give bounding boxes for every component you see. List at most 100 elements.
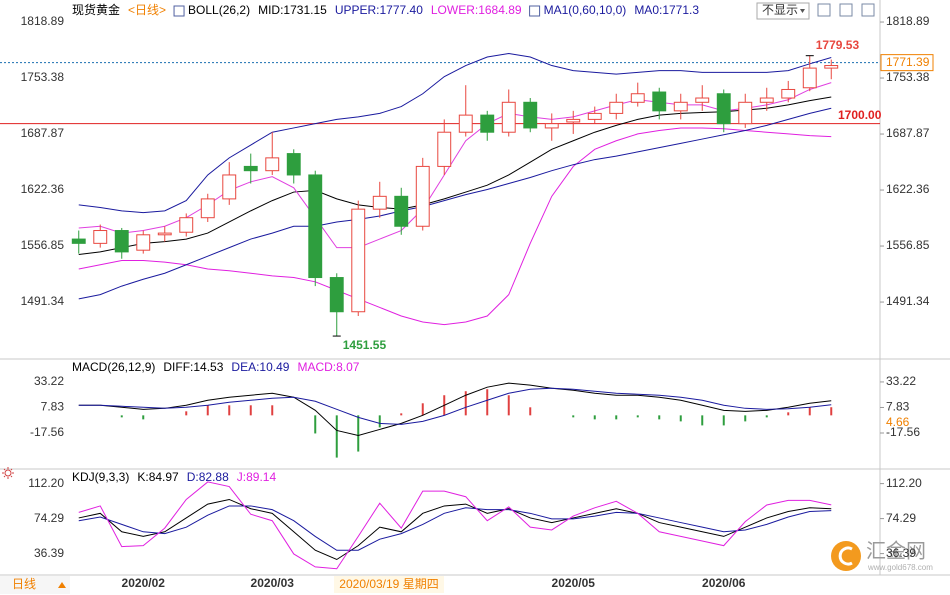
candle-body <box>544 123 559 129</box>
candle-body <box>587 112 602 120</box>
price-label: 1771.39 <box>886 55 930 69</box>
legend-entry: D:82.88 <box>187 470 229 484</box>
period-tab-label[interactable]: 日线 <box>12 577 36 591</box>
legend-entry: MID:1731.15 <box>258 3 327 17</box>
annotation-label: 1451.55 <box>343 338 387 352</box>
candle-body <box>71 238 86 244</box>
period-tab-arrow <box>58 582 66 588</box>
candle-body <box>480 114 495 133</box>
series-line <box>78 505 832 551</box>
candle-body <box>179 217 194 233</box>
y-tick-label: 1818.89 <box>886 14 930 28</box>
dropdown-label[interactable]: 不显示 <box>762 3 798 17</box>
dropdown[interactable] <box>756 2 810 20</box>
candle-body <box>157 232 172 236</box>
candle-body <box>351 208 366 313</box>
button-icon[interactable] <box>817 3 831 17</box>
series-line <box>78 382 832 436</box>
y-tick-label: 33.22 <box>34 374 64 388</box>
y-tick-label: 74.29 <box>886 511 916 525</box>
x-tick-label: 2020/02 <box>122 576 166 590</box>
candle-body <box>673 101 688 112</box>
y-tick-label: -17.56 <box>886 425 920 439</box>
candle-body <box>222 174 237 200</box>
y-tick-label: 1491.34 <box>21 294 65 308</box>
candle-body <box>652 91 667 112</box>
candle-body <box>501 101 516 133</box>
y-tick-label: 1622.36 <box>21 182 65 196</box>
logo-text: 汇金网 <box>866 539 926 562</box>
period: <日线> <box>128 3 166 17</box>
candle-body <box>738 101 753 125</box>
reference-label: 1700.00 <box>838 108 882 122</box>
y-tick-label: 7.83 <box>41 400 65 414</box>
candle-body <box>630 93 645 103</box>
legend-entry: DEA:10.49 <box>231 360 289 374</box>
legend-entry: DIFF:14.53 <box>163 360 223 374</box>
candle-body <box>394 195 409 227</box>
indicator-title: BOLL(26,2) <box>188 3 250 17</box>
y-tick-label: 36.39 <box>886 546 916 560</box>
annotation-label: 1779.53 <box>816 38 860 52</box>
candle-body <box>695 97 710 103</box>
series-line <box>78 96 832 255</box>
sun-icon <box>2 467 14 479</box>
indicator-icon <box>529 5 541 17</box>
period-tab[interactable] <box>0 576 70 594</box>
y-tick-label: 1753.38 <box>21 70 65 84</box>
candle-body <box>716 93 731 125</box>
candle-body <box>265 157 280 172</box>
y-tick-label: 1687.87 <box>21 126 65 140</box>
candle-body <box>609 101 624 114</box>
x-tick-label: 2020/06 <box>702 576 746 590</box>
candle-body <box>781 88 796 99</box>
candle-body <box>437 131 452 167</box>
y-tick-label: 1622.36 <box>886 182 930 196</box>
y-tick-label: 1491.34 <box>886 294 930 308</box>
button-icon[interactable] <box>839 3 853 17</box>
candle-body <box>372 195 387 210</box>
legend-entry: UPPER:1777.40 <box>335 3 423 17</box>
y-tick-label: 1687.87 <box>886 126 930 140</box>
series-line <box>78 107 832 300</box>
series-line <box>78 53 832 214</box>
candle-body <box>566 118 581 123</box>
y-tick-label: 36.39 <box>34 546 64 560</box>
dropdown-arrow <box>800 9 805 13</box>
legend-entry: MA0:1771.3 <box>634 3 699 17</box>
y-tick-label: 74.29 <box>34 511 64 525</box>
x-tick-label: 2020/05 <box>552 576 596 590</box>
legend-entry: MACD:8.07 <box>297 360 359 374</box>
candle-body <box>136 234 151 251</box>
y-tick-label: 112.20 <box>886 476 922 490</box>
y-tick-label: 1818.89 <box>21 14 65 28</box>
legend-entry: J:89.14 <box>237 470 277 484</box>
candle-body <box>308 174 323 279</box>
side-label: 4.66 <box>886 415 910 429</box>
logo-mark <box>838 546 853 566</box>
series-line <box>78 387 832 425</box>
x-tick-label: 2020/03 <box>251 576 295 590</box>
indicator-title: MACD(26,12,9) <box>72 360 155 374</box>
button-icon[interactable] <box>861 3 875 17</box>
y-tick-label: 33.22 <box>886 374 916 388</box>
logo-icon <box>831 541 861 571</box>
series-line <box>78 481 832 570</box>
y-tick-label: 1556.85 <box>21 238 65 252</box>
crosshair-box <box>334 576 444 593</box>
y-tick-label: 1753.38 <box>886 70 930 84</box>
candle-body <box>243 165 258 172</box>
candle-body <box>759 97 774 103</box>
candle-body <box>523 101 538 129</box>
candle-body <box>824 65 839 69</box>
indicator-icon <box>173 5 185 17</box>
indicator-subtitle: MA1(0,60,10,0) <box>544 3 627 17</box>
indicator-title: KDJ(9,3,3) <box>72 470 129 484</box>
y-tick-label: -17.56 <box>30 425 64 439</box>
window-buttons <box>817 3 875 17</box>
candle-body <box>286 153 301 176</box>
candle-body <box>458 114 473 133</box>
